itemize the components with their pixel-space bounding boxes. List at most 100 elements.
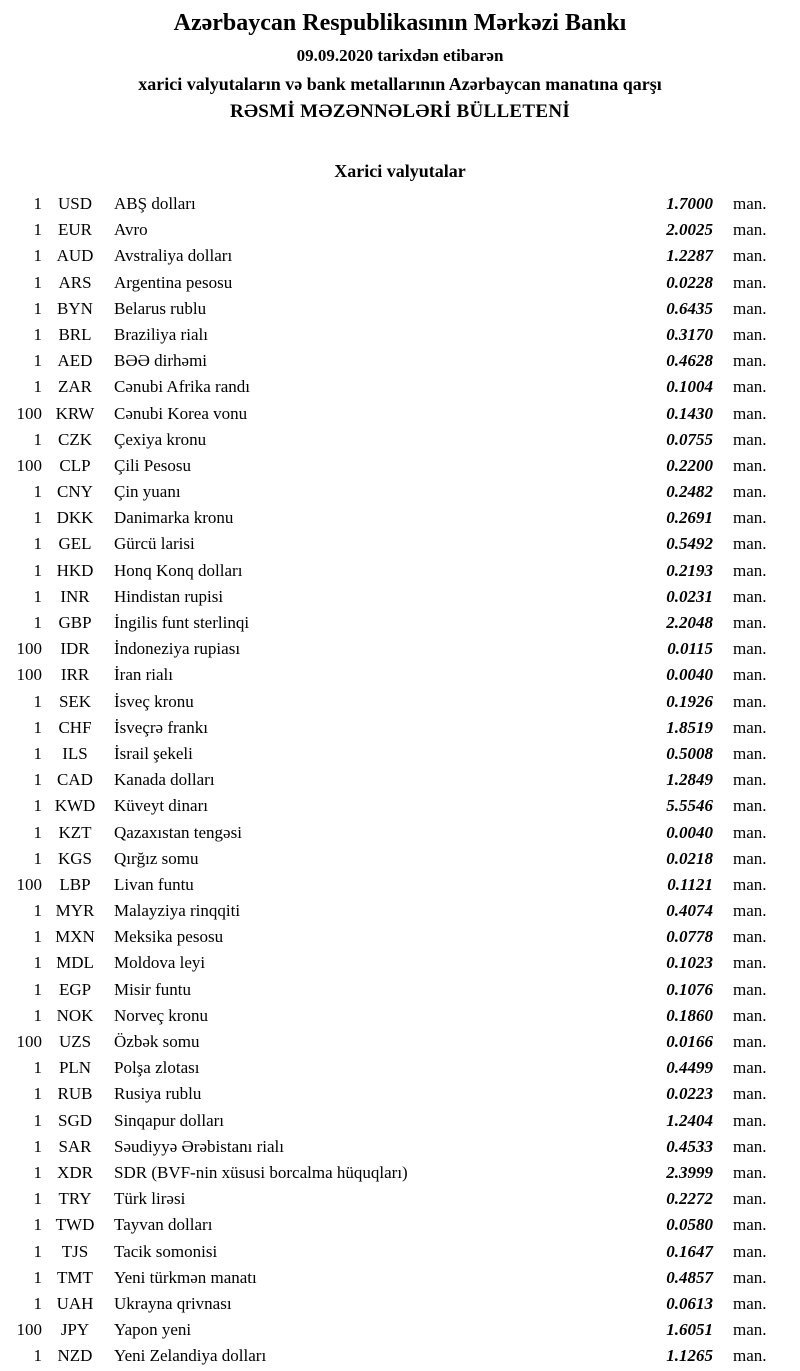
table-row: 1 AED BƏƏ dirhəmi 0.4628 man. [0,348,800,374]
unit-label-cell: man. [733,1058,767,1078]
quantity-cell: 100 [16,1320,43,1340]
quantity-cell: 1 [33,560,43,580]
quantity-cell: 1 [33,220,43,240]
unit-label-cell: man. [733,613,767,632]
rate-value-cell: 0.4533 [666,1136,713,1156]
table-row: 1 MDL Moldova leyi 0.1023 man. [0,950,800,976]
rate-value-cell: 1.2849 [666,770,713,790]
table-row: 1 CHF İsveçrə frankı 1.8519 man. [0,715,800,741]
currency-name-cell: İran rialı [114,665,173,685]
table-row: 100 IRR İran rialı 0.0040 man. [0,662,800,688]
rate-value-cell: 0.0040 [666,822,713,842]
unit-label-cell: man. [733,1293,767,1313]
table-row: 1 EUR Avro 2.0025 man. [0,217,800,243]
currency-name-cell: İsveç kronu [114,691,194,711]
currency-code-cell: KRW [55,403,95,423]
quantity-cell: 1 [33,979,43,999]
rate-value-cell: 0.1076 [666,979,713,999]
rate-value-cell: 0.5492 [666,534,713,554]
table-row: 100 KRW Cənubi Korea vonu 0.1430 man. [0,401,800,427]
table-row: 1 CZK Çexiya kronu 0.0755 man. [0,427,800,453]
table-row: 1 TMT Yeni türkmən manatı 0.4857 man. [0,1265,800,1291]
currency-code-cell: GBP [58,613,92,632]
unit-label-cell: man. [733,979,767,999]
currency-name-cell: Avstraliya dolları [114,246,233,266]
currency-name-cell: Səudiyyə Ərəbistanı rialı [114,1136,284,1156]
quantity-cell: 1 [33,324,43,344]
currency-code-cell: TWD [55,1215,95,1235]
currency-code-cell: XDR [57,1162,93,1182]
currency-name-cell: Argentina pesosu [114,272,233,292]
table-row: 100 UZS Özbək somu 0.0166 man. [0,1029,800,1055]
unit-label-cell: man. [733,1267,767,1287]
rate-value-cell: 0.1023 [666,953,713,973]
unit-label-cell: man. [733,901,767,921]
unit-label-cell: man. [733,351,767,371]
currency-code-cell: KZT [58,822,92,842]
rate-value-cell: 0.1926 [666,691,713,711]
currency-code-cell: IDR [60,639,90,659]
table-row: 1 ILS İsrail şekeli 0.5008 man. [0,741,800,767]
currency-code-cell: RUB [57,1084,93,1104]
unit-label-cell: man. [733,220,767,240]
unit-label-cell: man. [733,377,767,397]
rate-value-cell: 0.3170 [666,324,713,344]
unit-label-cell: man. [733,403,767,423]
quantity-cell: 1 [33,1346,43,1366]
table-row: 1 KWD Küveyt dinarı 5.5546 man. [0,793,800,819]
table-row: 1 BRL Braziliya rialı 0.3170 man. [0,322,800,348]
quantity-cell: 1 [33,508,43,528]
quantity-cell: 1 [33,848,43,868]
rate-value-cell: 0.0115 [667,639,713,659]
currency-name-cell: Qazaxıstan tengəsi [114,822,242,842]
table-row: 1 CAD Kanada dolları 1.2849 man. [0,767,800,793]
currency-code-cell: BRL [58,324,92,344]
rate-value-cell: 0.2272 [666,1189,713,1209]
unit-label-cell: man. [733,482,767,502]
currency-code-cell: PLN [58,1058,92,1078]
currency-code-cell: ILS [62,743,88,763]
unit-label-cell: man. [733,822,767,842]
quantity-cell: 1 [33,953,43,973]
currency-name-cell: Meksika pesosu [114,927,224,947]
unit-label-cell: man. [733,586,767,606]
unit-label-cell: man. [733,796,767,816]
quantity-cell: 1 [33,901,43,921]
quantity-cell: 1 [33,1162,43,1182]
currency-name-cell: İsveçrə frankı [114,717,208,737]
bank-title: Azərbaycan Respublikasının Mərkəzi Bankı [173,10,627,36]
rate-value-cell: 0.1121 [667,874,713,894]
quantity-cell: 1 [33,1267,43,1287]
rate-value-cell: 0.0231 [666,586,713,606]
currency-code-cell: KWD [54,796,96,816]
rate-value-cell: 0.6435 [666,298,713,318]
bulletin-name: RƏSMİ MƏZƏNNƏLƏRİ BÜLLETENİ [229,101,571,122]
currency-code-cell: IRR [60,665,90,685]
table-row: 1 SEK İsveç kronu 0.1926 man. [0,689,800,715]
rate-value-cell: 0.0166 [666,1032,713,1051]
currency-code-cell: CAD [57,770,93,790]
rate-value-cell: 0.0778 [666,927,713,947]
currency-code-cell: GEL [58,534,92,554]
unit-label-cell: man. [733,1084,767,1104]
unit-label-cell: man. [733,665,767,685]
rate-value-cell: 0.2482 [666,482,713,502]
quantity-cell: 1 [33,1058,43,1078]
rate-value-cell: 0.0613 [666,1293,713,1313]
currency-code-cell: SAR [58,1136,92,1156]
quantity-cell: 1 [33,822,43,842]
currency-name-cell: Qırğız somu [114,848,199,868]
quantity-cell: 1 [33,1241,43,1261]
rate-value-cell: 0.1860 [666,1005,713,1025]
currency-code-cell: EUR [58,220,92,240]
table-row: 1 MXN Meksika pesosu 0.0778 man. [0,924,800,950]
table-row: 1 ZAR Cənubi Afrika randı 0.1004 man. [0,374,800,400]
currency-name-cell: Küveyt dinarı [114,796,208,816]
table-row: 1 UAH Ukrayna qrivnası 0.0613 man. [0,1291,800,1317]
quantity-cell: 1 [33,1005,43,1025]
currency-code-cell: NZD [57,1346,93,1366]
unit-label-cell: man. [733,1320,767,1340]
rate-value-cell: 1.7000 [666,194,713,213]
rate-value-cell: 0.2193 [666,560,713,580]
table-row: 1 NOK Norveç kronu 0.1860 man. [0,1003,800,1029]
